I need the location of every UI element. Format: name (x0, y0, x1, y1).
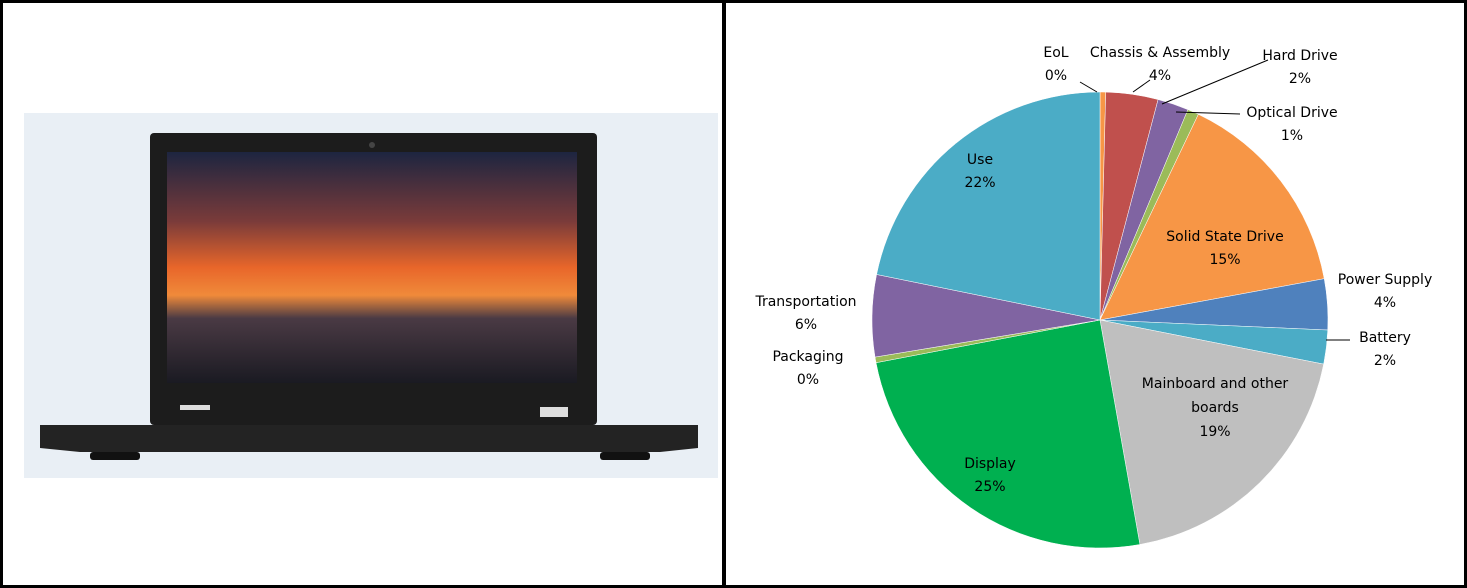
divider (722, 0, 726, 588)
value-label: 2% (1288, 71, 1312, 87)
value-label: 2% (1373, 353, 1397, 369)
slice-label: Hard Drive 2% (1262, 45, 1337, 91)
slice-label: Power Supply 4% (1338, 269, 1433, 315)
pie-slice (1099, 113, 1325, 321)
value-label: 1% (1280, 128, 1304, 144)
category-label: Mainboard and other boards (1141, 376, 1289, 416)
slice-label: Chassis & Assembly 4% (1090, 42, 1230, 88)
hinge-mark (180, 405, 210, 410)
category-label: Solid State Drive (1166, 229, 1284, 245)
slice-label: Display 25% (964, 453, 1016, 499)
category-label: Hard Drive (1262, 48, 1338, 64)
value-label: 22% (964, 175, 996, 191)
leader-line (1175, 111, 1241, 115)
laptop-screen (167, 152, 577, 383)
pie-slice (875, 319, 1141, 549)
slice-label: Use 22% (964, 149, 995, 195)
category-label: Optical Drive (1246, 105, 1338, 121)
laptop-foot (90, 452, 140, 460)
leader-line (1079, 81, 1098, 93)
category-label: EoL (1043, 45, 1069, 61)
slice-label: Mainboard and other boards 19% (1120, 372, 1310, 444)
value-label: 4% (1148, 68, 1172, 84)
category-label: Power Supply (1337, 272, 1433, 288)
category-label: Display (964, 456, 1016, 472)
slice-label: Battery 2% (1359, 327, 1411, 373)
slice-label: EoL 0% (1043, 42, 1068, 88)
pie-slice (1099, 319, 1324, 545)
leader-line (1161, 59, 1269, 105)
webcam (369, 142, 375, 148)
category-label: Use (966, 152, 994, 168)
value-label: 0% (796, 372, 820, 388)
value-label: 4% (1373, 295, 1397, 311)
pie-panel: EoL 0% Chassis & Assembly 4% Hard Drive 2% Opt… (727, 3, 1464, 585)
value-label: 0% (1044, 68, 1068, 84)
value-label: 19% (1199, 424, 1231, 440)
slice-label: Solid State Drive 15% (1166, 226, 1283, 272)
laptop-photo (24, 113, 718, 478)
category-label: Packaging (772, 349, 844, 365)
hinge-mark (540, 407, 568, 417)
slice-label: Packaging 0% (772, 346, 843, 392)
laptop-foot (600, 452, 650, 460)
slice-label: Transportation 6% (755, 291, 856, 337)
value-label: 25% (974, 479, 1006, 495)
value-label: 15% (1209, 252, 1241, 268)
category-label: Transportation (755, 294, 857, 310)
slice-label: Optical Drive 1% (1246, 102, 1337, 148)
category-label: Chassis & Assembly (1089, 45, 1231, 61)
value-label: 6% (794, 317, 818, 333)
laptop-base (40, 425, 698, 452)
chart (871, 59, 1350, 549)
category-label: Battery (1359, 330, 1411, 346)
pie-slice (876, 91, 1101, 321)
leader-line (1132, 79, 1151, 93)
